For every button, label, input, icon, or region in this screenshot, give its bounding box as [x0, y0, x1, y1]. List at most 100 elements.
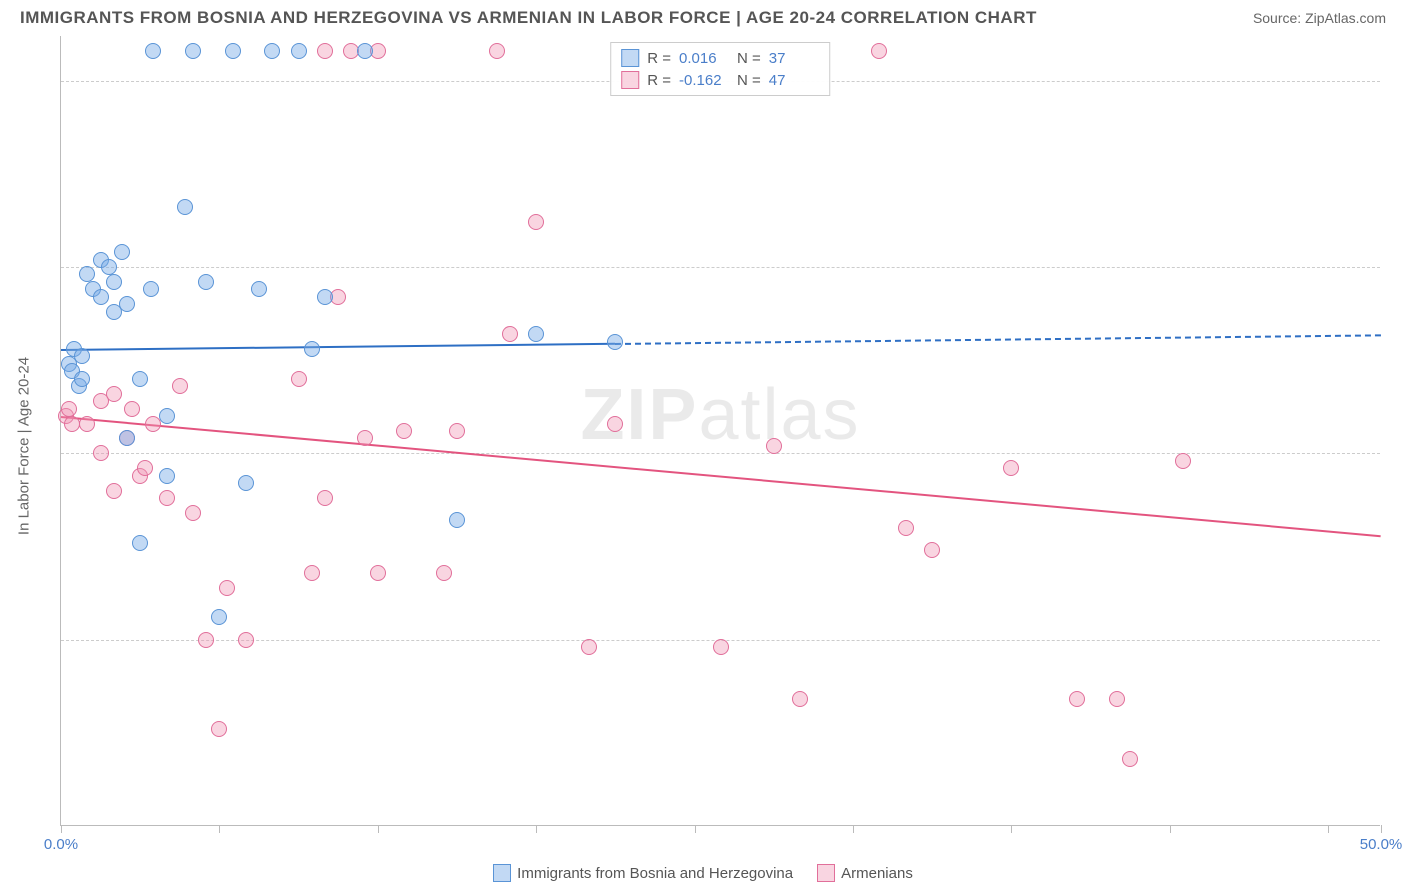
data-point-bosnia: [132, 371, 148, 387]
data-point-armenian: [607, 416, 623, 432]
data-point-armenian: [159, 490, 175, 506]
data-point-bosnia: [119, 296, 135, 312]
data-point-bosnia: [79, 266, 95, 282]
data-point-armenian: [238, 632, 254, 648]
data-point-armenian: [172, 378, 188, 394]
y-tick-label: 87.5%: [1388, 259, 1406, 276]
x-tick: [61, 825, 62, 833]
trend-line-bosnia: [61, 343, 615, 351]
data-point-bosnia: [106, 274, 122, 290]
data-point-armenian: [1175, 453, 1191, 469]
data-point-armenian: [106, 386, 122, 402]
data-point-armenian: [581, 639, 597, 655]
x-tick-label: 50.0%: [1360, 836, 1403, 853]
data-point-armenian: [93, 445, 109, 461]
data-point-bosnia: [101, 259, 117, 275]
data-point-bosnia: [132, 535, 148, 551]
data-point-armenian: [370, 565, 386, 581]
data-point-bosnia: [119, 430, 135, 446]
data-point-armenian: [766, 438, 782, 454]
data-point-armenian: [502, 326, 518, 342]
x-tick-label: 0.0%: [44, 836, 78, 853]
stats-row-bosnia: R = 0.016 N = 37: [621, 47, 819, 69]
data-point-bosnia: [225, 43, 241, 59]
trend-line-armenian: [61, 416, 1381, 537]
data-point-bosnia: [114, 244, 130, 260]
data-point-bosnia: [185, 43, 201, 59]
data-point-armenian: [61, 401, 77, 417]
data-point-armenian: [317, 490, 333, 506]
data-point-armenian: [79, 416, 95, 432]
x-tick: [219, 825, 220, 833]
data-point-bosnia: [238, 475, 254, 491]
data-point-bosnia: [74, 348, 90, 364]
y-axis-label: In Labor Force | Age 20-24: [16, 357, 33, 535]
x-tick: [1328, 825, 1329, 833]
data-point-bosnia: [304, 341, 320, 357]
stats-row-armenian: R = -0.162 N = 47: [621, 69, 819, 91]
data-point-armenian: [1122, 751, 1138, 767]
swatch-bosnia-icon: [493, 864, 511, 882]
data-point-bosnia: [357, 43, 373, 59]
data-point-armenian: [528, 214, 544, 230]
watermark: ZIPatlas: [580, 374, 860, 456]
x-tick: [1381, 825, 1382, 833]
data-point-bosnia: [291, 43, 307, 59]
data-point-bosnia: [159, 408, 175, 424]
data-point-armenian: [713, 639, 729, 655]
data-point-bosnia: [607, 334, 623, 350]
data-point-armenian: [924, 542, 940, 558]
data-point-bosnia: [177, 199, 193, 215]
data-point-bosnia: [145, 43, 161, 59]
data-point-armenian: [898, 520, 914, 536]
x-tick: [378, 825, 379, 833]
data-point-bosnia: [93, 289, 109, 305]
data-point-armenian: [185, 505, 201, 521]
legend-item-armenian: Armenians: [817, 864, 913, 882]
legend-item-bosnia: Immigrants from Bosnia and Herzegovina: [493, 864, 793, 882]
data-point-bosnia: [198, 274, 214, 290]
x-tick: [1011, 825, 1012, 833]
source-label: Source: ZipAtlas.com: [1253, 10, 1386, 26]
x-tick: [853, 825, 854, 833]
data-point-armenian: [1003, 460, 1019, 476]
data-point-armenian: [304, 565, 320, 581]
x-tick: [536, 825, 537, 833]
data-point-bosnia: [143, 281, 159, 297]
data-point-armenian: [211, 721, 227, 737]
swatch-armenian-icon: [817, 864, 835, 882]
data-point-armenian: [449, 423, 465, 439]
trend-line-bosnia: [615, 334, 1381, 345]
data-point-armenian: [291, 371, 307, 387]
data-point-armenian: [357, 430, 373, 446]
data-point-armenian: [1069, 691, 1085, 707]
bottom-legend: Immigrants from Bosnia and Herzegovina A…: [0, 864, 1406, 882]
data-point-armenian: [106, 483, 122, 499]
data-point-bosnia: [74, 371, 90, 387]
gridline: [61, 267, 1380, 268]
data-point-armenian: [64, 416, 80, 432]
stats-legend: R = 0.016 N = 37 R = -0.162 N = 47: [610, 42, 830, 96]
data-point-armenian: [792, 691, 808, 707]
chart-area: ZIPatlas 62.5%87.5%0.0%50.0% R = 0.016 N…: [60, 36, 1380, 826]
plot-area: ZIPatlas 62.5%87.5%0.0%50.0%: [60, 36, 1380, 826]
data-point-armenian: [124, 401, 140, 417]
data-point-bosnia: [528, 326, 544, 342]
data-point-bosnia: [264, 43, 280, 59]
data-point-armenian: [137, 460, 153, 476]
swatch-bosnia: [621, 49, 639, 67]
data-point-armenian: [219, 580, 235, 596]
data-point-armenian: [871, 43, 887, 59]
data-point-armenian: [1109, 691, 1125, 707]
data-point-bosnia: [251, 281, 267, 297]
x-tick: [695, 825, 696, 833]
data-point-armenian: [436, 565, 452, 581]
data-point-armenian: [396, 423, 412, 439]
data-point-bosnia: [159, 468, 175, 484]
swatch-armenian: [621, 71, 639, 89]
x-tick: [1170, 825, 1171, 833]
data-point-bosnia: [449, 512, 465, 528]
data-point-bosnia: [211, 609, 227, 625]
data-point-armenian: [198, 632, 214, 648]
y-tick-label: 62.5%: [1388, 631, 1406, 648]
